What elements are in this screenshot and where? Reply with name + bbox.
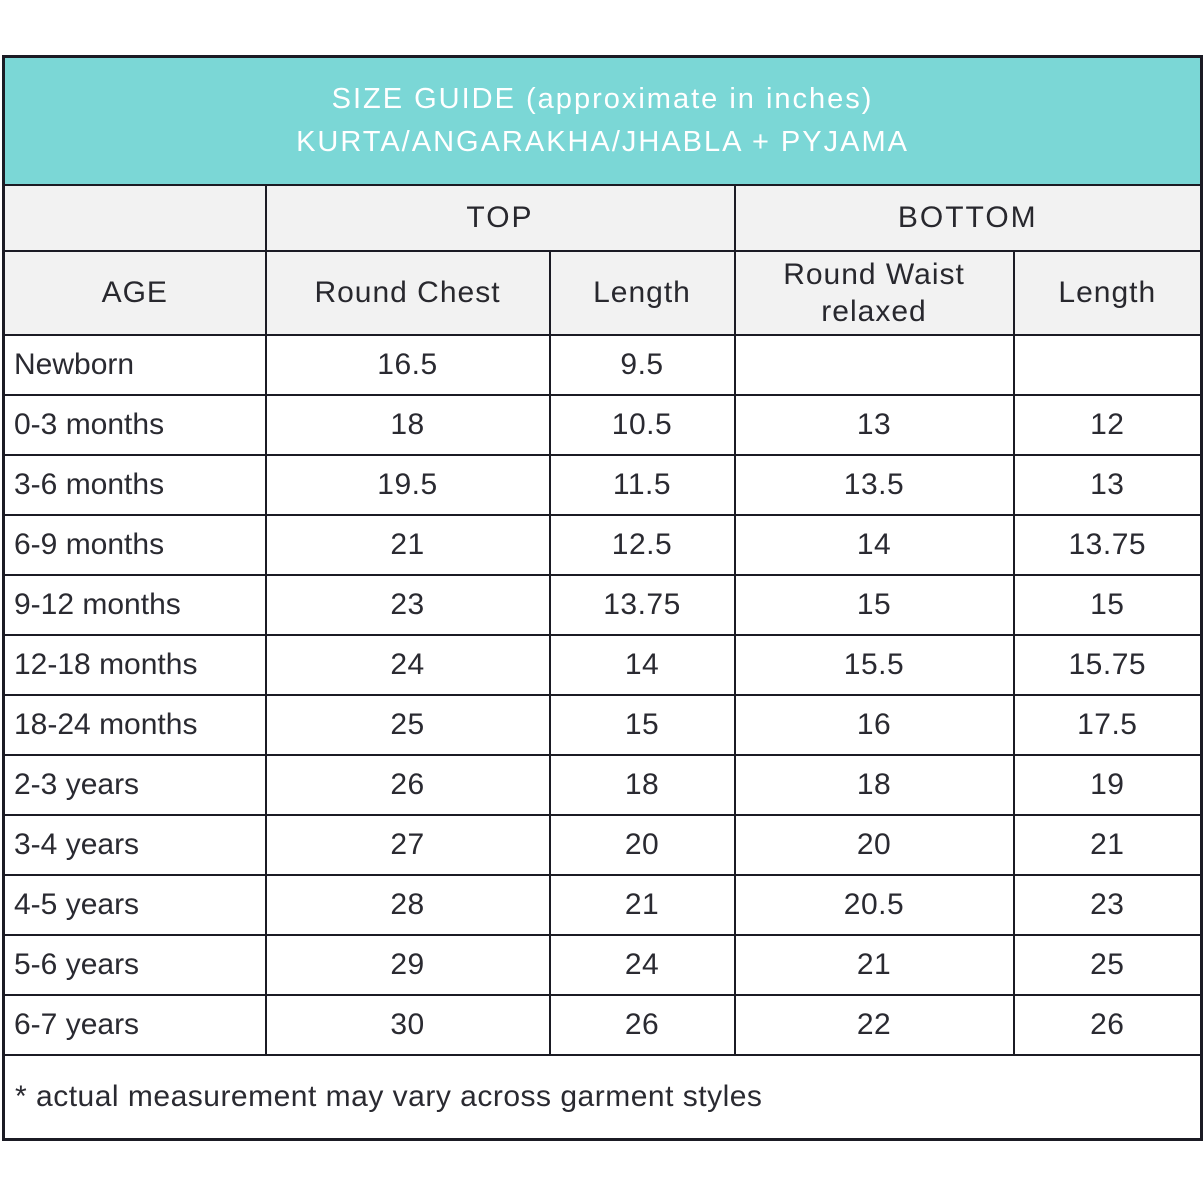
group-header-bottom: BOTTOM bbox=[733, 184, 1203, 252]
bottom-length-cell: 13 bbox=[1012, 454, 1203, 516]
column-header-row: AGE Round Chest Length Round Waist relax… bbox=[2, 250, 1203, 336]
round-chest-cell: 19.5 bbox=[264, 454, 551, 516]
round-chest-cell: 27 bbox=[264, 814, 551, 876]
round-chest-cell: 24 bbox=[264, 634, 551, 696]
size-guide-title: SIZE GUIDE (approximate in inches) bbox=[331, 82, 874, 115]
round-waist-cell: 20.5 bbox=[733, 874, 1015, 936]
age-cell: 9-12 months bbox=[2, 574, 267, 636]
age-cell: 6-7 years bbox=[2, 994, 267, 1056]
round-waist-cell bbox=[733, 334, 1015, 396]
bottom-length-cell: 15.75 bbox=[1012, 634, 1203, 696]
round-chest-cell: 21 bbox=[264, 514, 551, 576]
age-cell: Newborn bbox=[2, 334, 267, 396]
age-cell: 18-24 months bbox=[2, 694, 267, 756]
group-header-empty bbox=[2, 184, 267, 252]
bottom-length-cell: 13.75 bbox=[1012, 514, 1203, 576]
round-chest-cell: 28 bbox=[264, 874, 551, 936]
column-header-age: AGE bbox=[2, 250, 267, 336]
footnote-row: * actual measurement may vary across gar… bbox=[2, 1054, 1203, 1141]
age-cell: 0-3 months bbox=[2, 394, 267, 456]
table-row: 5-6 years 29 24 21 25 bbox=[2, 934, 1203, 996]
top-length-cell: 24 bbox=[548, 934, 736, 996]
bottom-length-cell: 23 bbox=[1012, 874, 1203, 936]
top-length-cell: 11.5 bbox=[548, 454, 736, 516]
table-row: 4-5 years 28 21 20.5 23 bbox=[2, 874, 1203, 936]
round-chest-cell: 29 bbox=[264, 934, 551, 996]
table-row: 6-9 months 21 12.5 14 13.75 bbox=[2, 514, 1203, 576]
age-cell: 5-6 years bbox=[2, 934, 267, 996]
round-waist-cell: 13.5 bbox=[733, 454, 1015, 516]
round-waist-cell: 21 bbox=[733, 934, 1015, 996]
size-guide-subtitle: KURTA/ANGARAKHA/JHABLA + PYJAMA bbox=[296, 126, 909, 158]
round-waist-cell: 20 bbox=[733, 814, 1015, 876]
table-row: 12-18 months 24 14 15.5 15.75 bbox=[2, 634, 1203, 696]
footnote: * actual measurement may vary across gar… bbox=[2, 1054, 1203, 1141]
title-banner: SIZE GUIDE (approximate in inches) KURTA… bbox=[2, 55, 1203, 186]
column-header-round-chest: Round Chest bbox=[264, 250, 551, 336]
round-waist-cell: 18 bbox=[733, 754, 1015, 816]
group-header-row: TOP BOTTOM bbox=[2, 184, 1203, 252]
top-length-cell: 21 bbox=[548, 874, 736, 936]
table-row: 9-12 months 23 13.75 15 15 bbox=[2, 574, 1203, 636]
bottom-length-cell: 21 bbox=[1012, 814, 1203, 876]
column-header-top-length: Length bbox=[548, 250, 736, 336]
round-chest-cell: 25 bbox=[264, 694, 551, 756]
age-cell: 12-18 months bbox=[2, 634, 267, 696]
size-guide-table: SIZE GUIDE (approximate in inches) KURTA… bbox=[2, 55, 1204, 1141]
round-waist-cell: 22 bbox=[733, 994, 1015, 1056]
top-length-cell: 9.5 bbox=[548, 334, 736, 396]
table-row: 18-24 months 25 15 16 17.5 bbox=[2, 694, 1203, 756]
bottom-length-cell: 15 bbox=[1012, 574, 1203, 636]
bottom-length-cell: 12 bbox=[1012, 394, 1203, 456]
round-chest-cell: 18 bbox=[264, 394, 551, 456]
round-waist-cell: 14 bbox=[733, 514, 1015, 576]
bottom-length-cell: 26 bbox=[1012, 994, 1203, 1056]
round-chest-cell: 30 bbox=[264, 994, 551, 1056]
column-header-round-waist-label: Round Waist relaxed bbox=[783, 257, 965, 329]
title-banner-cell: SIZE GUIDE (approximate in inches) KURTA… bbox=[2, 55, 1203, 186]
age-cell: 2-3 years bbox=[2, 754, 267, 816]
table-row: 3-4 years 27 20 20 21 bbox=[2, 814, 1203, 876]
age-cell: 6-9 months bbox=[2, 514, 267, 576]
age-cell: 3-6 months bbox=[2, 454, 267, 516]
round-waist-cell: 15.5 bbox=[733, 634, 1015, 696]
top-length-cell: 26 bbox=[548, 994, 736, 1056]
round-chest-cell: 23 bbox=[264, 574, 551, 636]
age-cell: 3-4 years bbox=[2, 814, 267, 876]
column-header-bottom-length: Length bbox=[1012, 250, 1203, 336]
bottom-length-cell: 17.5 bbox=[1012, 694, 1203, 756]
top-length-cell: 10.5 bbox=[548, 394, 736, 456]
column-header-round-waist: Round Waist relaxed bbox=[733, 250, 1015, 336]
top-length-cell: 20 bbox=[548, 814, 736, 876]
table-row: Newborn 16.5 9.5 bbox=[2, 334, 1203, 396]
table-row: 6-7 years 30 26 22 26 bbox=[2, 994, 1203, 1056]
bottom-length-cell bbox=[1012, 334, 1203, 396]
age-cell: 4-5 years bbox=[2, 874, 267, 936]
round-waist-cell: 16 bbox=[733, 694, 1015, 756]
table-row: 2-3 years 26 18 18 19 bbox=[2, 754, 1203, 816]
table-row: 0-3 months 18 10.5 13 12 bbox=[2, 394, 1203, 456]
bottom-length-cell: 19 bbox=[1012, 754, 1203, 816]
bottom-length-cell: 25 bbox=[1012, 934, 1203, 996]
round-chest-cell: 26 bbox=[264, 754, 551, 816]
round-waist-cell: 15 bbox=[733, 574, 1015, 636]
top-length-cell: 18 bbox=[548, 754, 736, 816]
top-length-cell: 13.75 bbox=[548, 574, 736, 636]
top-length-cell: 12.5 bbox=[548, 514, 736, 576]
table-row: 3-6 months 19.5 11.5 13.5 13 bbox=[2, 454, 1203, 516]
round-chest-cell: 16.5 bbox=[264, 334, 551, 396]
round-waist-cell: 13 bbox=[733, 394, 1015, 456]
top-length-cell: 14 bbox=[548, 634, 736, 696]
top-length-cell: 15 bbox=[548, 694, 736, 756]
group-header-top: TOP bbox=[264, 184, 736, 252]
